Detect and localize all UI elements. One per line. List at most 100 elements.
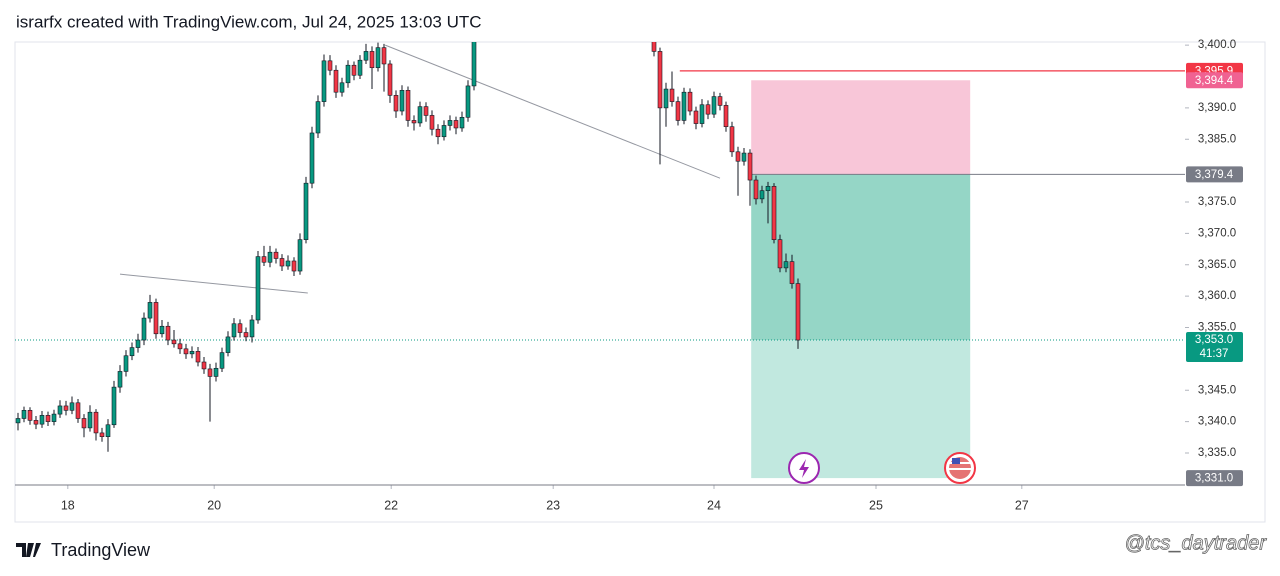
candle-body — [177, 343, 183, 350]
x-tick-label: 22 — [384, 498, 398, 512]
x-tick-label: 27 — [1015, 498, 1029, 512]
candle-body — [93, 411, 99, 434]
countdown-label: 41:37 — [1200, 348, 1229, 360]
stop-zone — [751, 80, 971, 175]
x-tick-label: 24 — [707, 498, 721, 512]
candle-body — [681, 91, 687, 121]
candle-body — [783, 261, 789, 269]
y-tick-label: 3,375.0 — [1198, 196, 1236, 208]
y-tick-label: 3,355.0 — [1198, 322, 1236, 334]
candle-body — [441, 125, 447, 138]
candle-body — [165, 325, 171, 341]
candle-body — [123, 355, 129, 372]
candle-body — [357, 59, 363, 76]
candle-body — [405, 90, 411, 121]
candle-body — [45, 415, 51, 422]
axes: 3,400.0 3,390.0 3,385.0 3,375.0 3,370.0 3,365… — [15, 39, 1243, 512]
candle-body — [747, 152, 753, 181]
candle-body — [309, 132, 315, 184]
x-tick-label: 20 — [207, 498, 221, 512]
price-label: 3,379.4 — [1195, 169, 1234, 181]
candle-body — [87, 411, 93, 429]
candle-body — [147, 302, 153, 319]
candle-body — [411, 120, 417, 124]
candle-body — [105, 424, 111, 437]
candle-body — [183, 348, 189, 355]
candle-body — [657, 51, 663, 109]
candle-body — [399, 90, 405, 112]
candle-body — [771, 186, 777, 240]
candle-body — [207, 368, 213, 377]
candle-body — [159, 325, 165, 335]
candle-body — [345, 64, 351, 84]
current-price-box — [1186, 332, 1243, 363]
candle-body — [297, 239, 303, 272]
candle-body — [699, 104, 705, 124]
candle-body — [669, 88, 675, 102]
candle-body — [435, 128, 441, 138]
candle-body — [651, 42, 657, 52]
watermark: @tcs_daytrader — [1125, 532, 1268, 554]
candle-body — [63, 405, 69, 411]
candle-body — [33, 420, 39, 425]
candle-body — [135, 339, 141, 348]
candle-body — [243, 332, 249, 338]
candle-body — [267, 251, 273, 263]
candle-body — [303, 182, 309, 240]
candle-body — [393, 95, 399, 112]
candle-body — [39, 415, 45, 425]
candle-body — [741, 152, 747, 162]
candle-body — [663, 88, 669, 109]
candle-body — [729, 126, 735, 153]
candle-body — [81, 418, 87, 429]
price-label: 3,394.4 — [1195, 75, 1234, 87]
candle-body — [693, 110, 699, 124]
candle-body — [447, 120, 453, 126]
x-tick-label: 18 — [61, 498, 75, 512]
profit-zone — [751, 340, 971, 479]
price-label-box — [1186, 72, 1243, 89]
candle-body — [759, 190, 765, 200]
candle-body — [117, 371, 123, 388]
candle-body — [369, 51, 375, 69]
price-label-box — [1186, 166, 1243, 183]
candle-body — [765, 186, 771, 192]
candle-body — [717, 96, 723, 106]
candle-body — [261, 256, 267, 263]
candle-body — [129, 347, 135, 357]
candle-body — [195, 351, 201, 363]
y-tick-label: 3,335.0 — [1198, 447, 1236, 459]
price-label-box — [1186, 470, 1243, 487]
candle-body — [375, 47, 381, 69]
candle-body — [321, 60, 327, 102]
candle-body — [51, 413, 57, 422]
price-label: 3,331.0 — [1195, 473, 1233, 485]
candle-body — [459, 116, 465, 129]
candle-body — [465, 85, 471, 118]
candle-body — [201, 361, 207, 370]
y-tick-label: 3,345.0 — [1198, 384, 1236, 396]
candle-body — [171, 339, 177, 345]
candle-body — [219, 352, 225, 369]
candle-body — [111, 386, 117, 426]
candle-body — [795, 283, 801, 341]
candle-body — [453, 120, 459, 129]
candle-body — [237, 323, 243, 333]
candle-body — [471, 42, 477, 87]
y-tick-label: 3,340.0 — [1198, 416, 1236, 428]
x-tick-label: 25 — [869, 498, 883, 512]
candle-body — [789, 261, 795, 284]
candle-body — [315, 101, 321, 134]
trend-line — [385, 44, 721, 179]
candle-body — [777, 239, 783, 269]
brand-logo — [16, 543, 41, 557]
candle-body — [189, 351, 195, 355]
header-title: israrfx created with TradingView.com, Ju… — [16, 12, 482, 31]
candle-body — [255, 256, 261, 321]
candle-body — [291, 260, 297, 272]
candle-body — [327, 60, 333, 71]
y-tick-label: 3,370.0 — [1198, 227, 1236, 239]
candle-body — [285, 260, 291, 267]
